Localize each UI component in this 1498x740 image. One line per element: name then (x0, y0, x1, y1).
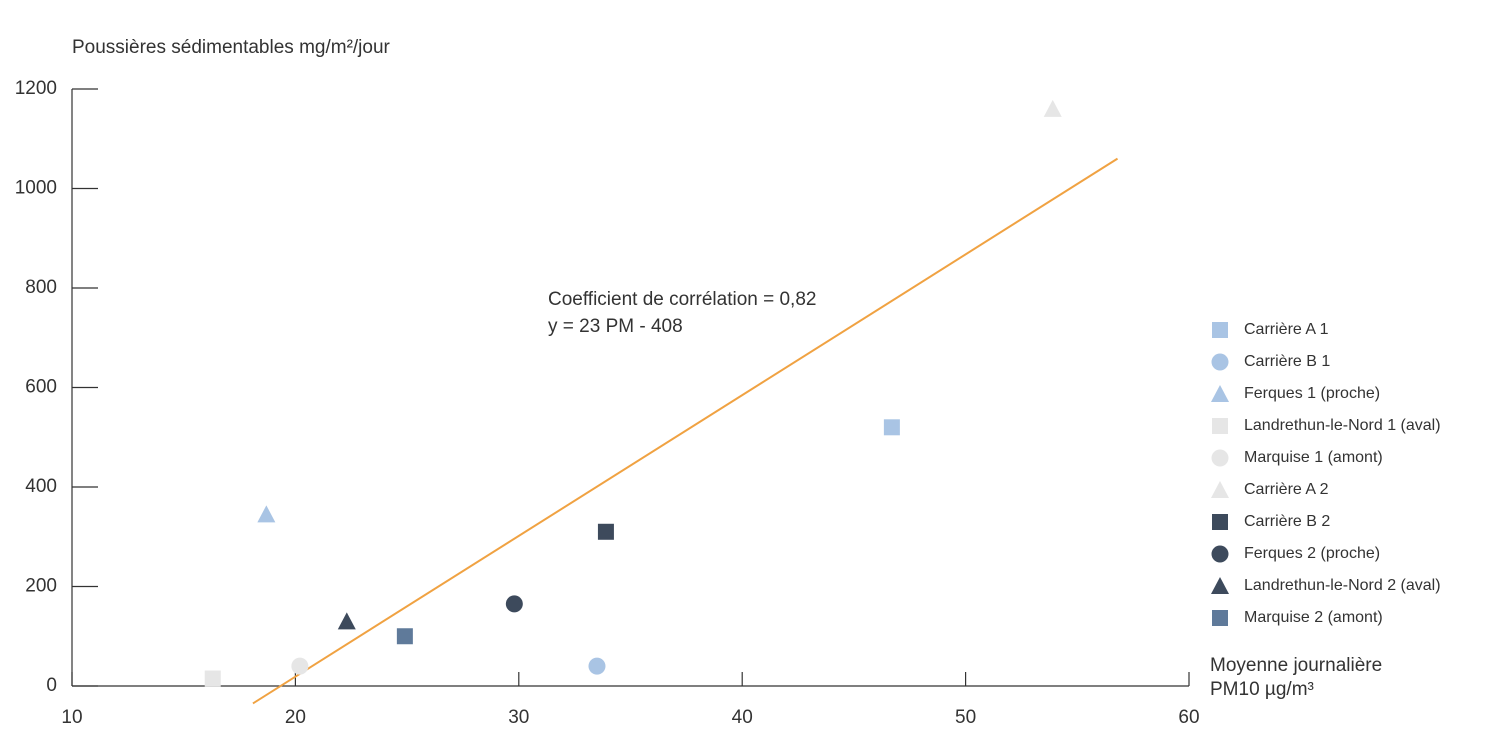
legend-label: Landrethun-le-Nord 1 (aval) (1244, 417, 1441, 434)
legend-label: Carrière A 1 (1244, 321, 1329, 338)
y-tick-label: 800 (25, 277, 57, 298)
legend-marker (1212, 418, 1228, 434)
legend-label: Marquise 2 (amont) (1244, 609, 1383, 626)
y-tick-label: 200 (25, 576, 57, 597)
point (597, 523, 614, 540)
legend-marker (1212, 514, 1228, 530)
y-axis-title: Poussières sédimentables mg/m²/jour (72, 37, 391, 58)
legend-marker (1211, 577, 1229, 594)
x-axis-title: Moyenne journalière (1210, 655, 1382, 676)
legend-marker (1212, 610, 1228, 626)
point (883, 419, 900, 436)
legend-marker (1211, 385, 1229, 402)
legend-marker (1211, 353, 1229, 371)
point (291, 657, 309, 675)
y-tick-label: 400 (25, 476, 57, 497)
legend-label: Carrière B 1 (1244, 353, 1330, 370)
y-tick-label: 1200 (15, 78, 57, 99)
legend-label: Carrière B 2 (1244, 513, 1330, 530)
point (257, 505, 276, 523)
point (204, 670, 221, 687)
legend-marker (1211, 545, 1229, 563)
point (337, 612, 356, 630)
point (588, 657, 606, 675)
x-tick-label: 30 (508, 707, 529, 728)
legend-label: Ferques 2 (proche) (1244, 545, 1380, 562)
x-tick-label: 60 (1178, 707, 1199, 728)
legend-marker (1212, 322, 1228, 338)
x-axis-title: PM10 µg/m³ (1210, 679, 1314, 700)
y-tick-label: 1000 (15, 178, 57, 199)
legend-marker (1211, 481, 1229, 498)
x-tick-label: 40 (732, 707, 753, 728)
legend-label: Marquise 1 (amont) (1244, 449, 1383, 466)
point (505, 595, 523, 613)
legend-marker (1211, 449, 1229, 467)
y-tick-label: 600 (25, 377, 57, 398)
annotation: Coefficient de corrélation = 0,82 (548, 289, 816, 310)
legend-label: Landrethun-le-Nord 2 (aval) (1244, 577, 1441, 594)
legend-label: Carrière A 2 (1244, 481, 1329, 498)
trend-line (252, 157, 1119, 705)
x-tick-label: 10 (61, 707, 82, 728)
annotation: y = 23 PM - 408 (548, 316, 683, 337)
y-tick-label: 0 (46, 675, 57, 696)
legend-label: Ferques 1 (proche) (1244, 385, 1380, 402)
point (396, 628, 413, 645)
x-tick-label: 20 (285, 707, 306, 728)
point (1043, 99, 1062, 117)
x-tick-label: 50 (955, 707, 976, 728)
